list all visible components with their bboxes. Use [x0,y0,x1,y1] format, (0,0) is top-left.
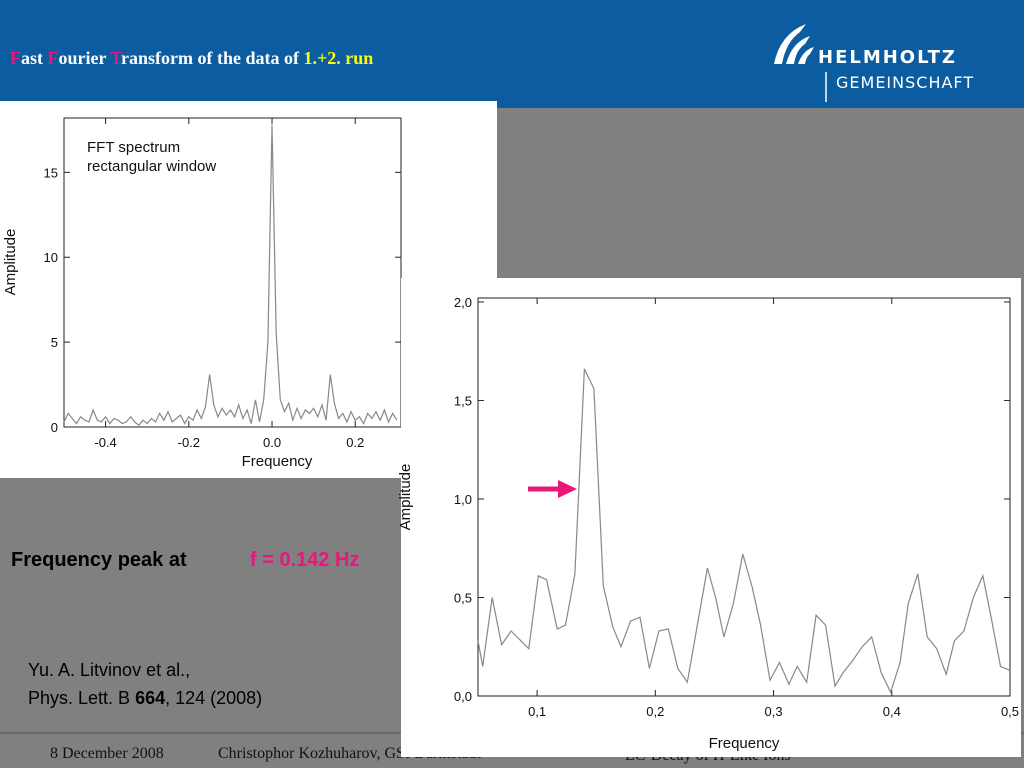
logo: HELMHOLTZ GEMEINSCHAFT [774,24,974,102]
title-part: F [10,48,21,68]
title-part: F [48,48,59,68]
title-part: ourier [59,48,111,68]
reference: Yu. A. Litvinov et al., [28,660,190,680]
spectrum-line [477,368,1011,694]
y-tick-label: 5 [51,335,58,350]
header-band [0,0,1024,108]
title-part: ransform of the data of [121,48,303,68]
zoom-chart: 0,1 0,2 0,3 0,4 0,5 0,0 0,5 1,0 1,5 2,0 Frequency A… [397,278,1021,757]
y-axis-label: Amplitude [2,229,19,296]
logo-text: HELMHOLTZ [818,47,957,68]
x-tick-label: 0,5 [1001,704,1019,719]
y-tick-label: 2,0 [454,295,472,310]
logo-mark [774,24,806,64]
peak-value: f = 0.142 Hz [250,549,360,571]
x-tick-label: 0,3 [765,704,783,719]
x-axis-label: Frequency [242,453,313,470]
y-tick-label: 0,0 [454,689,472,704]
spectrum-line [63,124,398,427]
y-tick-label: 1,5 [454,393,472,408]
x-tick-label: 0,1 [528,704,546,719]
title-part: 1.+2. run [304,48,374,68]
y-tick-label: 0,5 [454,590,472,605]
arrow-head [558,480,577,498]
y-axis-label: Amplitude [397,464,414,531]
y-tick-label: 1,0 [454,492,472,507]
y-tick-label: 10 [44,250,58,265]
x-tick-label: 0,4 [883,704,901,719]
footer-date: 8 December 2008 [50,745,164,762]
chart-background [401,278,1021,757]
peak-arrow [528,480,577,498]
reference: Phys. Lett. B 664, 124 (2008) [28,688,262,708]
y-tick-label: 15 [44,165,58,180]
chart-annotation: FFT spectrum [87,139,180,156]
slide-title: Fast Fourier Transform of the data of 1.… [10,48,373,68]
title-part: T [110,48,122,68]
reference-volume: 664 [135,688,165,708]
logo-mark [798,47,814,64]
x-axis-label: Frequency [709,735,780,752]
logo-mark [786,36,810,64]
plot-frame [477,297,1011,697]
title-part: ast [21,48,48,68]
reference-rest: , 124 (2008) [165,688,262,708]
x-tick-label: 0.2 [346,435,364,450]
plot-frame [63,117,402,428]
x-tick-label: 0,2 [646,704,664,719]
y-tick-label: 0 [51,420,58,435]
reference-journal: Phys. Lett. B [28,688,135,708]
peak-label: Frequency peak at [11,549,187,571]
chart-annotation: rectangular window [87,158,216,175]
logo-text: GEMEINSCHAFT [836,73,974,92]
x-tick-label: -0.2 [178,435,200,450]
x-tick-label: -0.4 [94,435,116,450]
x-tick-label: 0.0 [263,435,281,450]
